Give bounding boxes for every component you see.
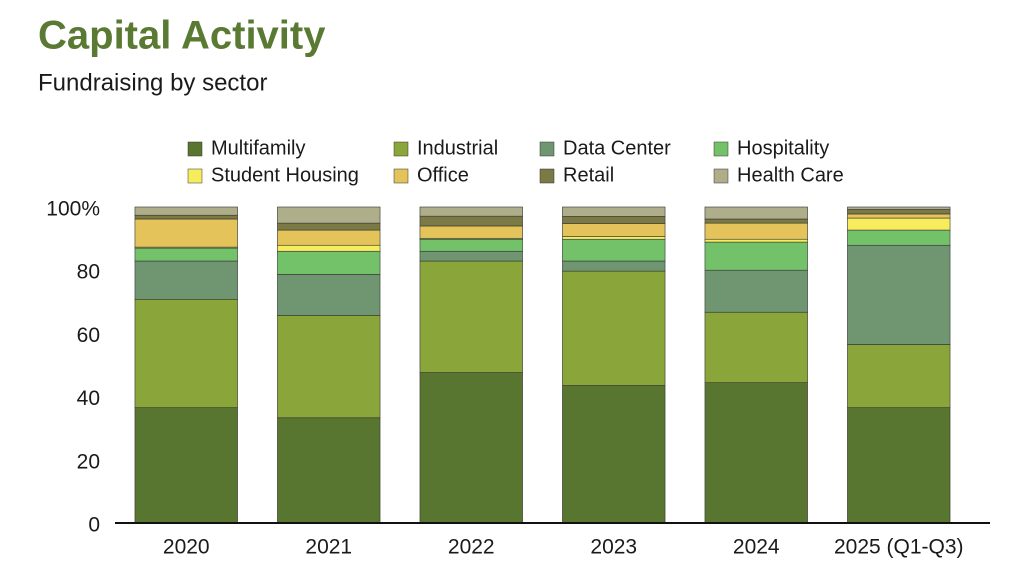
bar-segment: [847, 229, 951, 246]
bar-segment: [419, 215, 523, 227]
bar-segment: [847, 217, 951, 231]
legend-label: Hospitality: [737, 137, 829, 159]
bar-segment: [134, 214, 238, 220]
bar-segment: [704, 311, 808, 383]
bar-segment: [562, 236, 666, 240]
bar-segment: [562, 260, 666, 272]
legend-swatch: [393, 168, 409, 184]
legend-swatch: [539, 141, 555, 157]
bar-segment: [419, 225, 523, 239]
bar-segment: [419, 260, 523, 373]
x-tick-label: 2025 (Q1-Q3): [834, 536, 964, 559]
bar-segment: [562, 216, 666, 224]
legend-swatch: [187, 168, 203, 184]
legend-swatch: [539, 168, 555, 184]
x-tick-label: 2020: [163, 536, 210, 559]
bar-segment: [419, 238, 523, 252]
bar-segment: [134, 206, 238, 216]
bar-segment: [277, 222, 381, 231]
bar-segment: [704, 269, 808, 313]
bar-segment: [562, 238, 666, 262]
bar-segment: [847, 209, 951, 215]
x-tick-label: 2024: [733, 536, 780, 559]
bar-segment: [847, 407, 951, 524]
bar-segment: [419, 206, 523, 217]
bar-segment: [562, 223, 666, 237]
legend-label: Health Care: [737, 164, 844, 186]
legend-label: Office: [417, 164, 469, 186]
legend-swatch: [713, 141, 729, 157]
legend-label: Data Center: [563, 137, 671, 159]
y-tick-label: 0: [88, 514, 100, 537]
bar-segment: [134, 260, 238, 300]
chart-subtitle: Fundraising by sector: [38, 69, 267, 96]
bar-segment: [277, 274, 381, 316]
bar-segment: [134, 407, 238, 524]
legend-swatch: [393, 141, 409, 157]
bar-segment: [277, 206, 381, 224]
bar-segment: [562, 385, 666, 524]
legend-swatch: [713, 168, 729, 184]
bar-segment: [704, 382, 808, 524]
bar-segment: [419, 372, 523, 524]
bar-segment: [847, 213, 951, 219]
legend-label: Multifamily: [211, 137, 305, 159]
bar-segment: [277, 417, 381, 524]
bar-segment: [704, 206, 808, 220]
x-tick-label: 2023: [590, 536, 637, 559]
legend-label: Industrial: [417, 137, 498, 159]
bar-segment: [277, 244, 381, 252]
y-tick-label: 60: [77, 324, 100, 347]
bar-segment: [704, 238, 808, 243]
x-tick-label: 2021: [305, 536, 352, 559]
bar-segment: [277, 229, 381, 246]
x-tick-label: 2022: [448, 536, 495, 559]
bar-segment: [847, 244, 951, 345]
y-tick-label: 40: [77, 387, 100, 410]
bar-segment: [704, 222, 808, 240]
bar-segment: [847, 344, 951, 408]
bar-segment: [277, 250, 381, 275]
bar-segment: [277, 315, 381, 419]
bar-segment: [419, 250, 523, 262]
bar-segment: [134, 298, 238, 408]
bar-segment: [562, 270, 666, 386]
legend-swatch: [187, 141, 203, 157]
bar-segment: [704, 241, 808, 271]
chart-title: Capital Activity: [38, 14, 326, 58]
bar-segment: [562, 206, 666, 217]
legend-label: Retail: [563, 164, 614, 186]
y-tick-label: 100%: [46, 198, 100, 221]
bar-segment: [134, 218, 238, 248]
bar-segment: [134, 247, 238, 262]
bar-segment: [847, 206, 951, 210]
y-tick-label: 80: [77, 261, 100, 284]
y-tick-label: 20: [77, 450, 100, 473]
bar-segment: [704, 218, 808, 224]
legend-label: Student Housing: [211, 164, 359, 186]
